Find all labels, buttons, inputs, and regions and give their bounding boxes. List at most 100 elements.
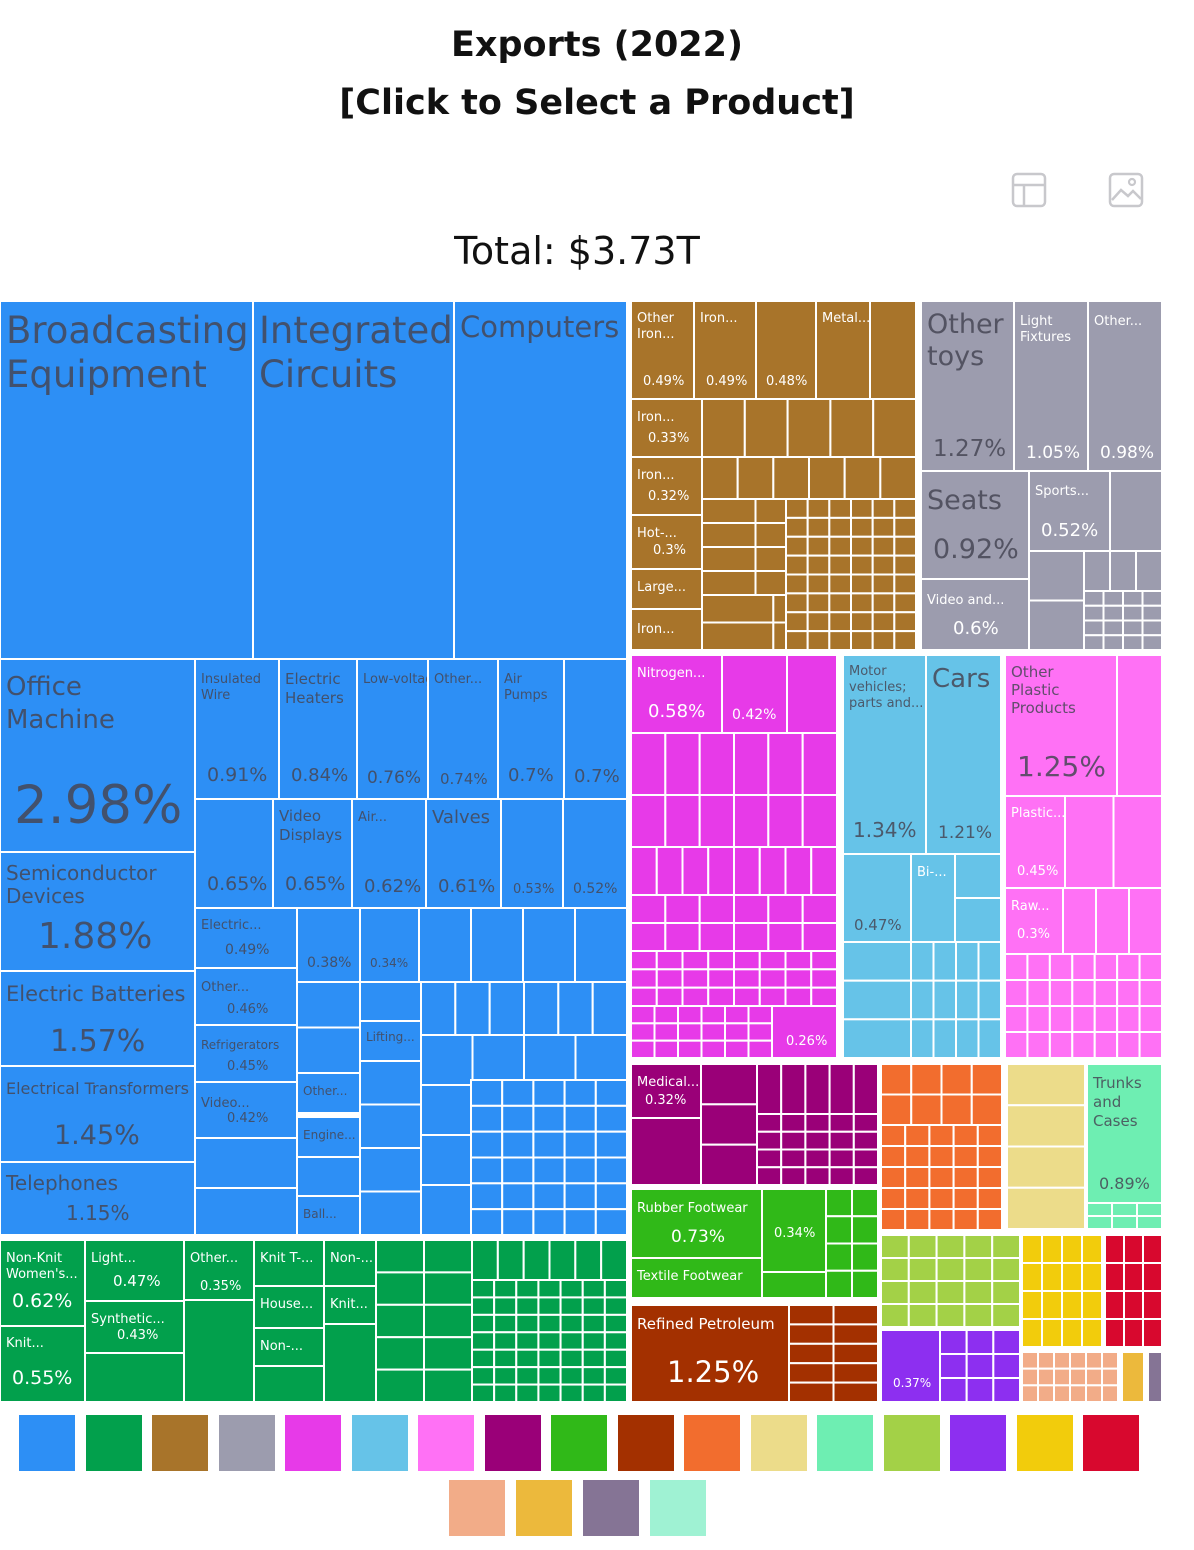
tile-textile-footwear[interactable] [630, 1257, 763, 1299]
treemap-cell[interactable] [932, 979, 957, 1021]
tile-refined-petroleum[interactable] [630, 1304, 790, 1403]
treemap-cell[interactable] [1081, 1262, 1103, 1292]
treemap-cell[interactable] [804, 1166, 831, 1186]
treemap-cell[interactable] [952, 1187, 979, 1210]
legend-swatch[interactable] [617, 1415, 674, 1471]
treemap-cell[interactable] [1064, 795, 1115, 889]
treemap-cell[interactable] [758, 986, 787, 1008]
treemap-cell[interactable] [470, 1182, 504, 1211]
treemap-cell[interactable] [563, 1079, 597, 1107]
treemap-cell[interactable] [423, 1271, 473, 1306]
tile-non[interactable] [323, 1239, 377, 1287]
tile-other-toys[interactable] [920, 300, 1015, 472]
treemap-cell[interactable] [910, 979, 935, 1021]
treemap-cell[interactable] [828, 516, 852, 538]
treemap-cell[interactable] [832, 1323, 879, 1345]
treemap-cell[interactable] [828, 1130, 855, 1151]
treemap-cell[interactable] [1021, 1318, 1043, 1348]
treemap-cell[interactable] [420, 1084, 474, 1136]
treemap-cell[interactable] [1122, 590, 1144, 607]
treemap-cell[interactable] [724, 1039, 750, 1060]
treemap-cell[interactable] [893, 573, 917, 595]
treemap-cell[interactable] [471, 1279, 496, 1299]
treemap-cell[interactable] [832, 1362, 879, 1384]
treemap-cell[interactable] [910, 1018, 935, 1059]
treemap-cell[interactable] [851, 1269, 879, 1299]
treemap-cell[interactable] [418, 907, 472, 983]
treemap-cell[interactable] [1101, 1384, 1119, 1404]
treemap-cell[interactable] [828, 535, 852, 557]
treemap-cell[interactable] [842, 941, 912, 982]
treemap-cell[interactable] [630, 1117, 702, 1186]
treemap-cell[interactable] [1028, 550, 1085, 602]
treemap-cell[interactable] [932, 1018, 957, 1059]
treemap-cell[interactable] [928, 1208, 955, 1231]
treemap-cell[interactable] [785, 554, 809, 576]
treemap-cell[interactable] [653, 1005, 679, 1025]
treemap-cell[interactable] [1102, 619, 1124, 637]
treemap-cell[interactable] [375, 1368, 425, 1403]
tile-iron[interactable] [693, 300, 757, 400]
treemap-cell[interactable] [851, 1215, 879, 1245]
treemap-cell[interactable] [893, 498, 917, 519]
treemap-cell[interactable] [707, 986, 735, 1008]
treemap-cell[interactable] [832, 1381, 879, 1403]
treemap-cell[interactable] [991, 1234, 1022, 1259]
treemap-cell[interactable] [965, 1329, 995, 1355]
treemap-cell[interactable] [992, 1329, 1021, 1355]
treemap-cell[interactable] [423, 1336, 473, 1371]
treemap-cell[interactable] [655, 950, 684, 971]
treemap-cell[interactable] [493, 1279, 518, 1299]
treemap-cell[interactable] [1006, 1186, 1086, 1230]
legend-swatch[interactable] [418, 1415, 474, 1471]
treemap-cell[interactable] [1053, 1384, 1071, 1404]
chart-subtitle[interactable]: [Click to Select a Product] [339, 83, 855, 123]
treemap-cell[interactable] [707, 846, 735, 896]
treemap-cell[interactable] [1041, 1262, 1063, 1292]
treemap-cell[interactable] [1071, 953, 1096, 981]
treemap-cell[interactable] [976, 1208, 1003, 1231]
treemap-cell[interactable] [928, 1145, 955, 1168]
treemap-cell[interactable] [806, 592, 831, 614]
treemap-cell[interactable] [1071, 979, 1096, 1007]
treemap-cell[interactable] [559, 1331, 584, 1351]
treemap-cell[interactable] [471, 1034, 525, 1086]
treemap-cell[interactable] [977, 979, 1002, 1021]
treemap-cell[interactable] [1053, 1367, 1071, 1387]
treemap-cell[interactable] [828, 554, 852, 576]
treemap-cell[interactable] [471, 1383, 496, 1403]
treemap-cell[interactable] [784, 846, 813, 896]
tile-unlabeled[interactable] [721, 654, 788, 734]
tile-nitrogen[interactable] [630, 654, 723, 734]
treemap-cell[interactable] [733, 968, 761, 989]
tile-unlabeled[interactable] [563, 658, 628, 800]
treemap-cell[interactable] [1037, 1384, 1055, 1404]
treemap-cell[interactable] [785, 611, 809, 633]
treemap-cell[interactable] [630, 1005, 656, 1025]
treemap-cell[interactable] [992, 1377, 1021, 1403]
treemap-cell[interactable] [976, 1187, 1003, 1210]
treemap-cell[interactable] [532, 1104, 566, 1133]
legend-swatch[interactable] [883, 1415, 940, 1471]
treemap-cell[interactable] [880, 1093, 913, 1126]
treemap-cell[interactable] [935, 1280, 966, 1305]
treemap-cell[interactable] [1128, 887, 1163, 955]
treemap-cell[interactable] [420, 981, 457, 1036]
treemap-cell[interactable] [970, 1063, 1003, 1096]
treemap-cell[interactable] [758, 968, 787, 989]
treemap-cell[interactable] [970, 1093, 1003, 1126]
treemap-cell[interactable] [880, 1166, 907, 1189]
treemap-cell[interactable] [828, 611, 852, 633]
treemap-cell[interactable] [756, 1148, 783, 1169]
treemap-cell[interactable] [1069, 1384, 1087, 1404]
treemap-cell[interactable] [471, 1348, 496, 1369]
tile-raw[interactable] [1004, 887, 1064, 955]
treemap-cell[interactable] [1037, 1367, 1055, 1387]
treemap-cell[interactable] [724, 1005, 750, 1025]
treemap-cell[interactable] [767, 732, 804, 796]
treemap-cell[interactable] [581, 1313, 606, 1334]
treemap-cell[interactable] [780, 1130, 807, 1151]
treemap-cell[interactable] [880, 1063, 913, 1096]
treemap-cell[interactable] [806, 611, 831, 633]
treemap-cell[interactable] [910, 1063, 943, 1096]
